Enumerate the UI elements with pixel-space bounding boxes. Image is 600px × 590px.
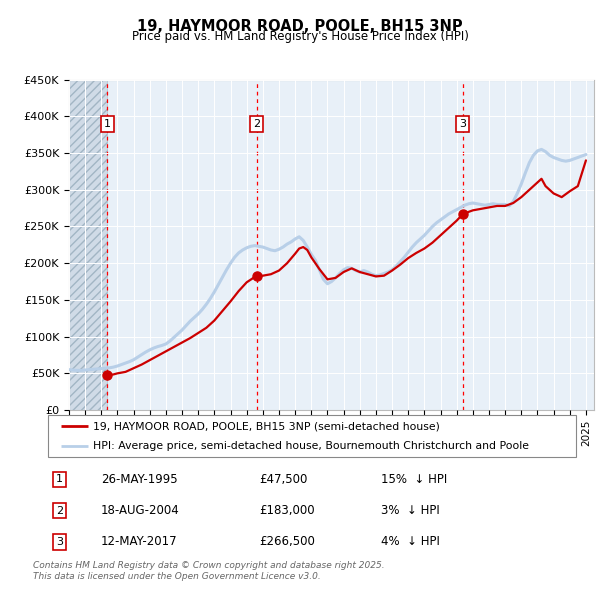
Text: £47,500: £47,500 xyxy=(259,473,308,486)
Text: 4%  ↓ HPI: 4% ↓ HPI xyxy=(380,535,440,548)
Text: 26-MAY-1995: 26-MAY-1995 xyxy=(101,473,178,486)
Text: 12-MAY-2017: 12-MAY-2017 xyxy=(101,535,178,548)
Text: £266,500: £266,500 xyxy=(259,535,315,548)
Text: 3%  ↓ HPI: 3% ↓ HPI xyxy=(380,504,439,517)
Bar xyxy=(69,80,107,410)
Text: 18-AUG-2004: 18-AUG-2004 xyxy=(101,504,179,517)
FancyBboxPatch shape xyxy=(48,415,576,457)
Text: 2: 2 xyxy=(56,506,63,516)
Text: £183,000: £183,000 xyxy=(259,504,315,517)
Text: Contains HM Land Registry data © Crown copyright and database right 2025.
This d: Contains HM Land Registry data © Crown c… xyxy=(33,562,385,581)
Text: Price paid vs. HM Land Registry's House Price Index (HPI): Price paid vs. HM Land Registry's House … xyxy=(131,30,469,43)
Text: 1: 1 xyxy=(56,474,63,484)
Text: 3: 3 xyxy=(56,537,63,547)
Text: 19, HAYMOOR ROAD, POOLE, BH15 3NP: 19, HAYMOOR ROAD, POOLE, BH15 3NP xyxy=(137,19,463,34)
Text: 3: 3 xyxy=(459,119,466,129)
Text: 15%  ↓ HPI: 15% ↓ HPI xyxy=(380,473,447,486)
Text: 1: 1 xyxy=(104,119,111,129)
Text: HPI: Average price, semi-detached house, Bournemouth Christchurch and Poole: HPI: Average price, semi-detached house,… xyxy=(93,441,529,451)
Text: 2: 2 xyxy=(253,119,260,129)
Text: 19, HAYMOOR ROAD, POOLE, BH15 3NP (semi-detached house): 19, HAYMOOR ROAD, POOLE, BH15 3NP (semi-… xyxy=(93,421,440,431)
